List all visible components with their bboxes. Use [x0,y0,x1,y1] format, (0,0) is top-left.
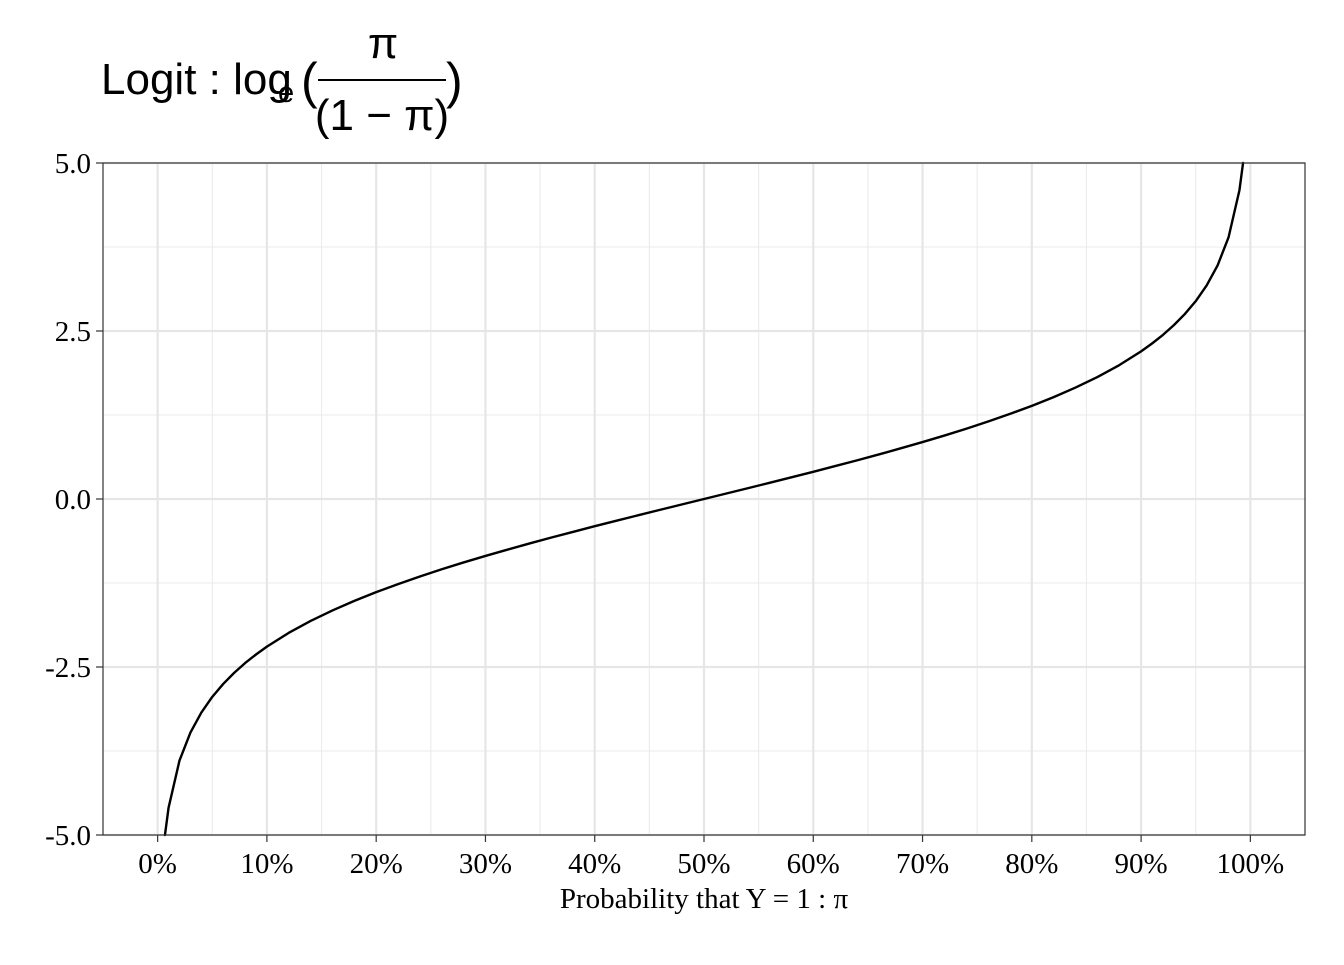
x-tick-label: 10% [240,848,293,880]
x-tick-label: 20% [350,848,403,880]
title-close-paren: ) [446,53,463,109]
title-open-paren: ( [301,53,318,109]
y-tick-label: 5.0 [55,148,91,180]
y-tick-label: -5.0 [45,820,91,852]
x-tick-label: 30% [459,848,512,880]
y-axis: -5.0 -2.5 0.0 2.5 5.0 [45,148,103,852]
series-layer [163,161,1245,837]
x-axis: 0% 10% 20% 30% 40% 50% 60% 70% 80% 90% 100% [138,835,1284,880]
y-tick-label: 0.0 [55,484,91,516]
x-tick-label: 50% [677,848,730,880]
x-tick-label: 60% [787,848,840,880]
y-tick-label: 2.5 [55,316,91,348]
chart-title: Logit : log e ( π (1 − π) ) [101,19,463,140]
x-tick-label: 100% [1217,848,1285,880]
title-numerator: π [368,19,398,68]
title-denominator: (1 − π) [315,91,449,140]
x-tick-label: 80% [1005,848,1058,880]
y-tick-label: -2.5 [45,652,91,684]
x-axis-title: Probability that Y = 1 : π [560,883,849,915]
x-tick-label: 0% [138,848,177,880]
title-subscript: e [278,77,294,109]
x-tick-label: 70% [896,848,949,880]
title-prefix: Logit : log [101,55,292,104]
x-tick-label: 90% [1115,848,1168,880]
x-tick-label: 40% [568,848,621,880]
series-line-0 [163,161,1245,837]
